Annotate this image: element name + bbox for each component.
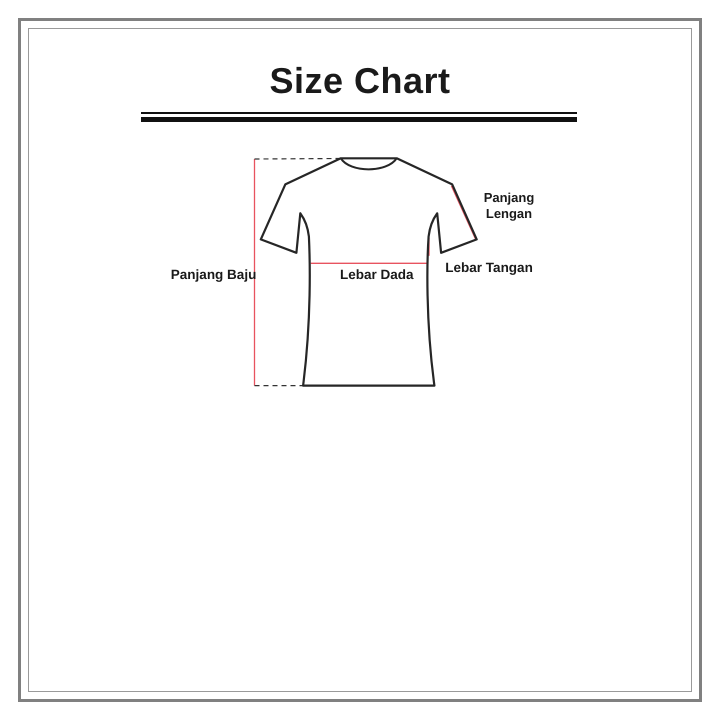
svg-text:Lengan: Lengan (486, 206, 532, 221)
svg-text:Lebar Tangan: Lebar Tangan (445, 260, 533, 275)
svg-text:Panjang: Panjang (484, 190, 535, 205)
svg-text:Lebar Dada: Lebar Dada (340, 267, 414, 282)
svg-text:Panjang Baju: Panjang Baju (171, 267, 257, 282)
